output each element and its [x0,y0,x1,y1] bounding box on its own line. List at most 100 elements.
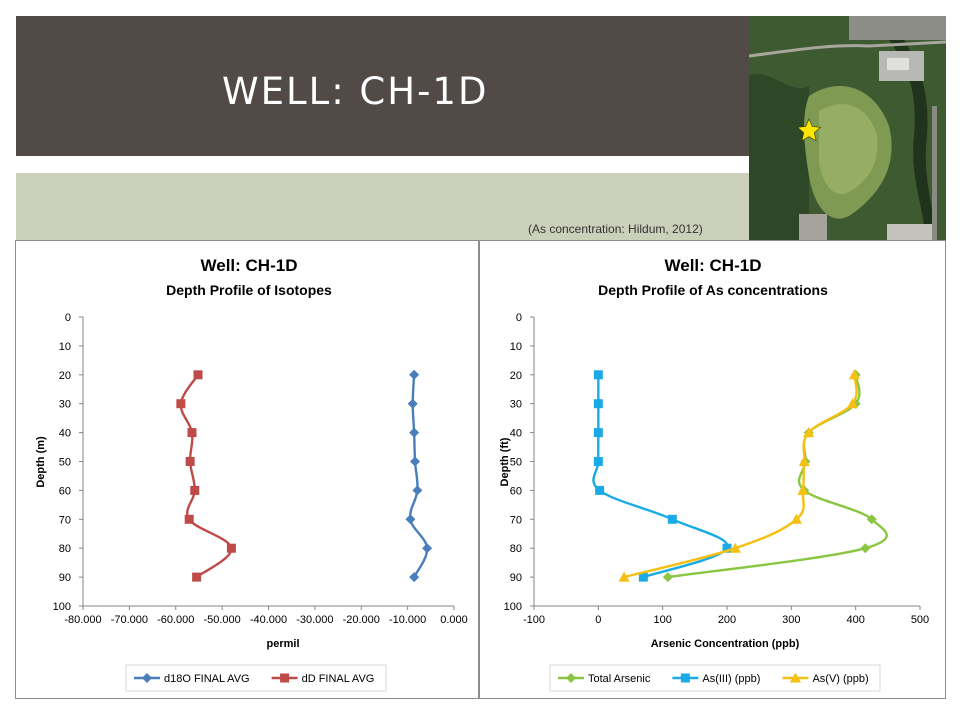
legend-swatch-marker [680,673,690,683]
data-point [798,456,810,466]
x-tick-label: -20.000 [343,614,380,626]
y-tick-label: 40 [59,428,71,440]
y-tick-label: 0 [516,312,522,324]
data-point [190,485,200,495]
legend-label: As(III) (ppb) [702,673,760,685]
legend-swatch-marker [142,673,152,683]
title-bar [16,16,752,156]
data-point [409,572,420,583]
map-town-top [849,16,946,40]
data-point [860,543,871,554]
x-tick-label: 400 [846,614,864,626]
data-point [593,370,603,380]
map-building-roof [887,58,909,70]
y-tick-label: 60 [59,485,71,497]
y-tick-label: 30 [59,399,71,411]
y-tick-label: 80 [59,543,71,555]
legend-item: As(III) (ppb) [672,673,760,685]
data-point [226,543,236,553]
legend-label: d18O FINAL AVG [164,673,250,685]
x-tick-label: -50.000 [203,614,240,626]
x-tick-label: -30.000 [296,614,333,626]
isotope-chart: Well: CH-1D Depth Profile of Isotopes pe… [35,256,468,692]
data-point [866,514,877,525]
legend-swatch-marker [789,672,801,683]
x-axis-title: Arsenic Concentration (ppb) [651,638,800,650]
data-point [848,369,860,380]
data-point [193,370,203,380]
x-tick-label: -100 [523,614,545,626]
legend-label: Total Arsenic [588,673,651,685]
map-clearing-inner [819,104,878,195]
series-0 [405,369,433,583]
accent-band [16,173,752,241]
y-tick-label: 60 [510,485,522,497]
y-tick-label: 100 [504,601,522,613]
series-line [179,374,233,579]
data-point [409,369,420,380]
map-rail [932,106,937,248]
series-1 [176,370,236,582]
legend-box [125,664,387,692]
y-tick-label: 10 [510,341,522,353]
y-tick-label: 90 [59,572,71,584]
x-tick-label: 500 [911,614,929,626]
x-tick-label: 0.000 [440,614,468,626]
data-point [850,398,861,409]
legend-label: dD FINAL AVG [302,673,375,685]
y-tick-label: 50 [510,457,522,469]
data-point [192,572,202,582]
data-point [422,543,433,554]
y-tick-label: 10 [59,341,71,353]
star-icon [796,118,822,142]
chart-title: Well: CH-1D [201,256,298,275]
isotope-chart-panel: Well: CH-1D Depth Profile of Isotopes pe… [15,240,479,699]
legend-swatch-marker [280,673,290,683]
map-road [749,40,946,58]
x-axis-title: permil [266,638,299,650]
data-point [790,513,802,524]
data-point [407,398,418,409]
data-point [409,427,420,438]
legend-item: As(V) (ppb) [782,672,869,685]
legend-swatch-marker [566,673,576,683]
data-point [593,457,603,466]
series-2 [618,369,860,582]
data-point [593,428,603,438]
data-point [797,484,809,495]
data-point [729,542,741,553]
y-tick-label: 100 [53,601,71,613]
data-point [176,399,186,409]
chart-title: Well: CH-1D [665,256,762,275]
arsenic-chart-panel: Well: CH-1D Depth Profile of As concentr… [479,240,946,699]
y-tick-label: 20 [510,370,522,382]
series-line [623,374,858,579]
x-tick-label: 100 [653,614,671,626]
data-point [185,457,195,466]
legend-label: As(V) (ppb) [812,673,868,685]
legend-item: d18O FINAL AVG [134,673,250,685]
y-tick-label: 70 [510,514,522,526]
y-tick-label: 40 [510,428,522,440]
data-point [184,514,194,524]
series-line [592,374,729,579]
y-tick-label: 90 [510,572,522,584]
map-forest-dark [749,74,809,248]
x-tick-label: -80.000 [64,614,101,626]
data-point [667,514,677,524]
x-tick-label: -70.000 [111,614,148,626]
y-axis-title: Depth (m) [35,436,47,488]
chart-subtitle: Depth Profile of As concentrations [598,282,828,298]
y-tick-label: 70 [59,514,71,526]
x-tick-label: -10.000 [389,614,426,626]
data-point [722,543,732,553]
citation-text: (As concentration: Hildum, 2012) [528,222,703,236]
legend-item: dD FINAL AVG [271,673,375,685]
x-tick-label: 0 [595,614,601,626]
data-point [410,456,421,467]
data-point [593,399,603,409]
y-tick-label: 0 [65,312,71,324]
data-point [187,428,197,438]
data-point [803,427,815,438]
aerial-map-image [749,16,946,248]
